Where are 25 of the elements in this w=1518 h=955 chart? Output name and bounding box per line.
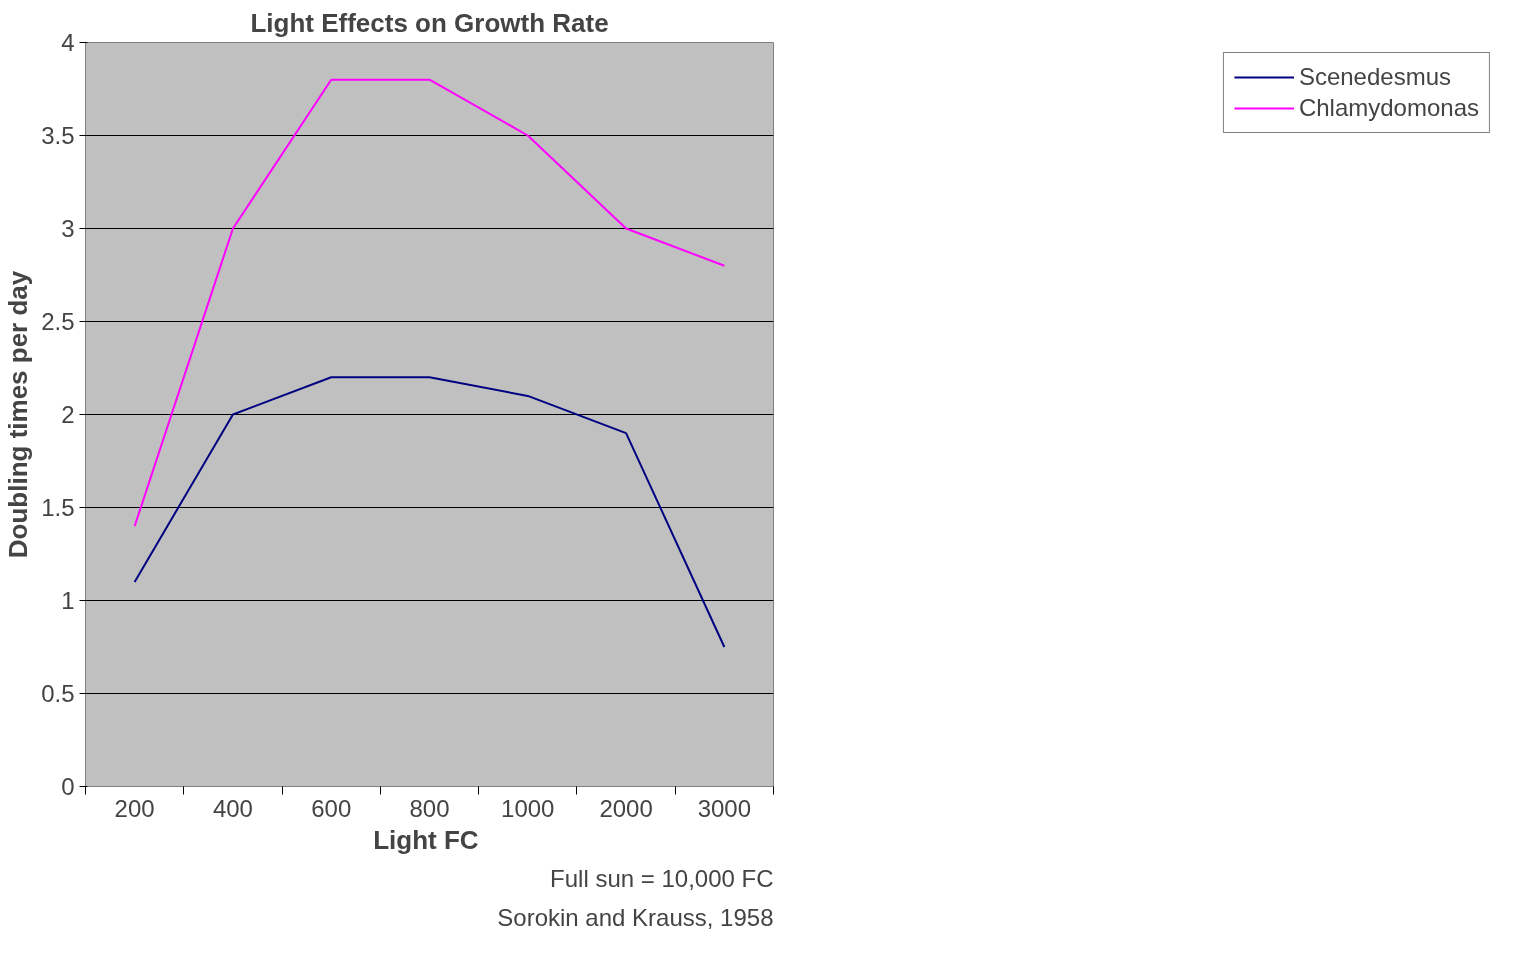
y-tick-label: 1.5 xyxy=(41,494,75,521)
y-axis-title: Doubling times per day xyxy=(3,270,34,559)
y-tick-label: 3.5 xyxy=(41,122,75,149)
x-tick-label: 400 xyxy=(212,794,253,822)
line-series xyxy=(133,376,726,648)
x-tick-label: 200 xyxy=(114,794,155,822)
text: Sorokin and Krauss, 1958 xyxy=(497,903,774,931)
legend-label: Chlamydomonas xyxy=(1298,94,1479,122)
x-tick-label: 600 xyxy=(311,794,352,822)
y-tick-label: 3 xyxy=(61,215,75,242)
line-series xyxy=(133,78,726,528)
text: Full sun = 10,000 FC xyxy=(550,864,774,892)
x-tick-label: 1000 xyxy=(501,794,555,822)
x-tick-label: 2000 xyxy=(599,794,653,822)
y-tick-label: 1 xyxy=(61,587,75,614)
y-tick-label: 2.5 xyxy=(41,308,75,335)
x-tick-label: 800 xyxy=(409,794,450,822)
chart-title: Light Effects on Growth Rate xyxy=(250,7,609,38)
y-tick-label: 4 xyxy=(61,29,75,56)
y-tick-label: 0 xyxy=(61,773,75,800)
y-tick-label: 0.5 xyxy=(41,680,75,707)
legend-label: Scenedesmus xyxy=(1298,63,1451,91)
y-tick-label: 2 xyxy=(61,401,75,428)
x-axis-title: Light FC xyxy=(373,824,479,855)
x-tick-label: 3000 xyxy=(697,794,752,822)
